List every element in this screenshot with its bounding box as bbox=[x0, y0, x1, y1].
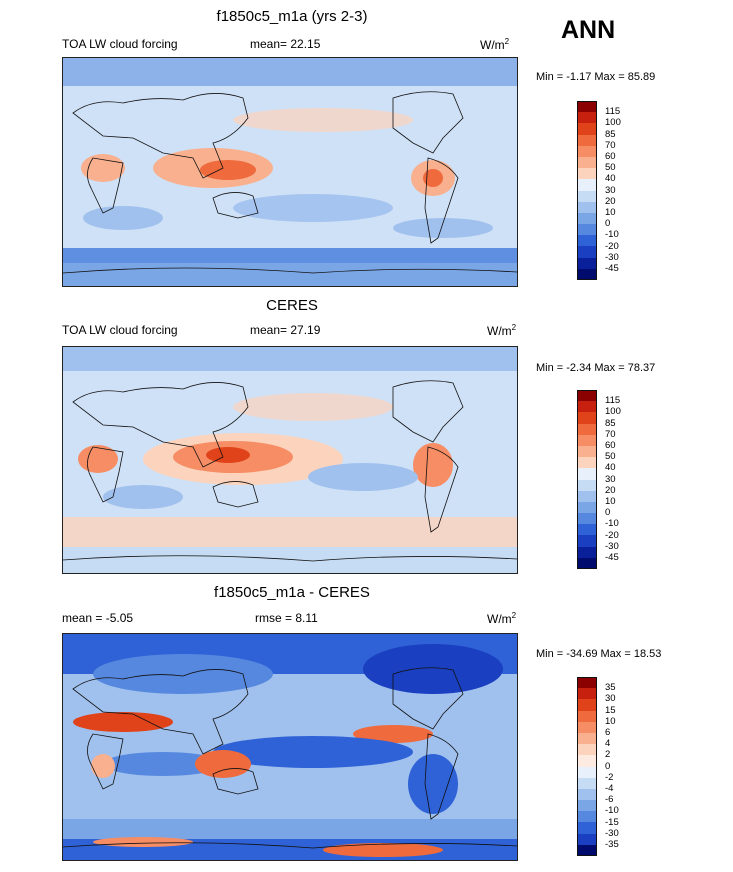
colorbar-tick-label: 70 bbox=[605, 139, 616, 151]
colorbar-tick-label: 4 bbox=[605, 738, 611, 750]
panel-1-units: W/m2 bbox=[480, 37, 510, 52]
panel-3-mean-label: mean = -5.05 bbox=[62, 611, 134, 625]
panel-1-stat: mean= 22.15 bbox=[250, 37, 320, 51]
colorbar-tick-label: 20 bbox=[605, 484, 616, 496]
colorbar-tick-label: 6 bbox=[605, 727, 611, 738]
colorbar-tick-label: 60 bbox=[605, 440, 616, 451]
colorbar-tick-label: 40 bbox=[605, 462, 616, 474]
colorbar-tick-label: 0 bbox=[605, 760, 611, 772]
panel-3-units: W/m2 bbox=[487, 611, 517, 626]
colorbar-tick-label: -35 bbox=[605, 839, 619, 850]
colorbar-tick-label: 60 bbox=[605, 151, 616, 162]
colorbar-tick-label: -20 bbox=[605, 529, 619, 541]
colorbar-tick-label: 115 bbox=[605, 106, 621, 118]
colorbar-tick-label: 30 bbox=[605, 693, 616, 705]
panel-2-units: W/m2 bbox=[487, 323, 517, 338]
season-label: ANN bbox=[561, 16, 616, 44]
panel-2-stat-value: 27.19 bbox=[290, 323, 321, 337]
colorbar-tick-label: -45 bbox=[605, 263, 619, 274]
colorbar-tick-label: 85 bbox=[605, 417, 616, 429]
panel-2-map bbox=[62, 346, 518, 574]
colorbar-tick-label: 10 bbox=[605, 715, 616, 727]
colorbar-tick-label: -2 bbox=[605, 771, 614, 783]
colorbar-tick-label: -20 bbox=[605, 240, 619, 252]
panel-2-stat: mean= 27.19 bbox=[250, 323, 320, 337]
colorbar-tick-label: -45 bbox=[605, 552, 619, 563]
colorbar-tick-label: 85 bbox=[605, 128, 616, 140]
panel-1-title: f1850c5_m1a (yrs 2-3) bbox=[216, 8, 368, 25]
colorbar-tick-label: -30 bbox=[605, 827, 619, 839]
colorbar-tick-label: 100 bbox=[605, 117, 621, 129]
colorbar-tick-label: 40 bbox=[605, 173, 616, 185]
panel-2-stat-label: mean= bbox=[250, 323, 288, 337]
panel-1-stat-label: mean= bbox=[250, 37, 288, 51]
colorbar-tick-label: -10 bbox=[605, 805, 619, 817]
colorbar-tick-label: 35 bbox=[605, 682, 616, 694]
panel-3-title: f1850c5_m1a - CERES bbox=[214, 584, 370, 601]
panel-1-minmax: Min = -1.17 Max = 85.89 bbox=[536, 71, 656, 83]
colorbar-tick-label: 0 bbox=[605, 218, 611, 230]
colorbar-tick-label: 10 bbox=[605, 496, 616, 507]
panel-1-stat-value: 22.15 bbox=[290, 37, 321, 51]
panel-2-title: CERES bbox=[266, 297, 318, 314]
colorbar-tick-label: 10 bbox=[605, 207, 616, 218]
colorbar-tick-label: -30 bbox=[605, 251, 619, 263]
colorbar-tick-label: 0 bbox=[605, 507, 611, 519]
colorbar-tick-label: 20 bbox=[605, 195, 616, 207]
colorbar-tick-label: 50 bbox=[605, 162, 616, 174]
colorbar-tick-label: 2 bbox=[605, 749, 611, 761]
panel-3-stat: rmse = 8.11 bbox=[255, 611, 318, 625]
colorbar-tick-label: -10 bbox=[605, 518, 619, 530]
colorbar-tick-label: 115 bbox=[605, 395, 621, 407]
panel-3-map bbox=[62, 633, 518, 861]
panel-2-minmax: Min = -2.34 Max = 78.37 bbox=[536, 362, 656, 374]
panel-2-variable-label: TOA LW cloud forcing bbox=[62, 323, 178, 337]
panel-3-stat-value: 8.11 bbox=[295, 611, 318, 625]
colorbar-tick-label: 30 bbox=[605, 473, 616, 485]
panel-3-minmax: Min = -34.69 Max = 18.53 bbox=[536, 648, 662, 660]
panel-1-map bbox=[62, 57, 518, 287]
panel-2-colorbar bbox=[577, 390, 597, 569]
colorbar-tick-label: 15 bbox=[605, 704, 616, 716]
colorbar-tick-label: -30 bbox=[605, 540, 619, 552]
panel-1-colorbar bbox=[577, 101, 597, 280]
colorbar-tick-label: -10 bbox=[605, 229, 619, 241]
colorbar-tick-label: 30 bbox=[605, 184, 616, 196]
colorbar-tick-label: -6 bbox=[605, 794, 614, 806]
panel-3-colorbar bbox=[577, 677, 597, 856]
colorbar-tick-label: -4 bbox=[605, 783, 614, 794]
panel-1-variable-label: TOA LW cloud forcing bbox=[62, 37, 178, 51]
colorbar-tick-label: 50 bbox=[605, 451, 616, 463]
panel-3-stat-label: rmse = bbox=[255, 611, 293, 625]
colorbar-tick-label: -15 bbox=[605, 816, 619, 828]
colorbar-tick-label: 100 bbox=[605, 406, 621, 418]
colorbar-tick-label: 70 bbox=[605, 428, 616, 440]
